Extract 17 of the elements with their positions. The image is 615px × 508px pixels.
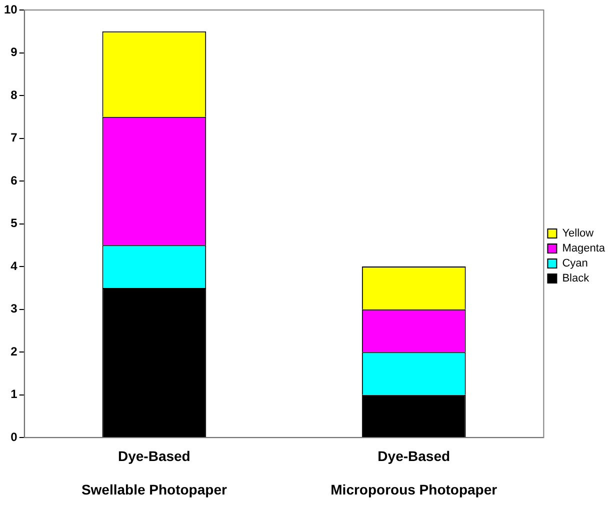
legend-label: Magenta (562, 242, 606, 255)
y-tick-label: 2 (10, 344, 18, 358)
y-tick-label: 9 (10, 45, 18, 60)
y-tick-label: 3 (10, 302, 18, 316)
category-label: Dye-Based Microporous Photopaper (330, 448, 498, 498)
y-tick-label: 1 (10, 387, 18, 402)
y-tick-label: 5 (10, 216, 18, 230)
y-tick-label: 4 (10, 258, 18, 273)
y-tick-label: 10 (4, 2, 18, 16)
y-tick-label: 6 (10, 173, 18, 188)
legend-label: Black (562, 272, 590, 285)
legend-label: Cyan (562, 258, 588, 270)
category-label: Dye-Based Swellable Photopaper (81, 448, 227, 498)
y-tick-label: 8 (10, 88, 18, 102)
y-tick-label: 7 (10, 130, 18, 145)
y-tick-label: 0 (10, 430, 18, 444)
legend-label: Yellow (562, 228, 594, 240)
